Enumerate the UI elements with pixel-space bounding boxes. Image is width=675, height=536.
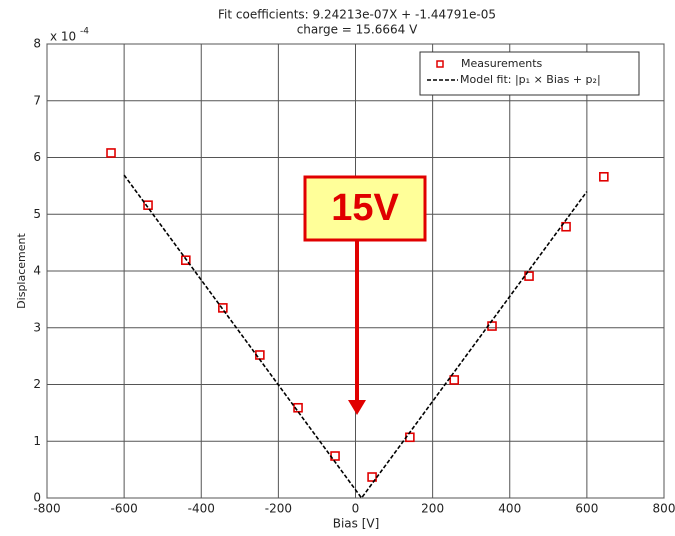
y-tick-label: 2 (33, 377, 41, 391)
measurement-point (106, 148, 116, 158)
y-tick-label: 7 (33, 93, 41, 107)
x-tick-label: 800 (653, 502, 675, 516)
y-tick-label: 3 (33, 320, 41, 334)
y-tick-label: 0 (33, 491, 41, 505)
x-tick-label: 400 (498, 502, 521, 516)
chart-title: Fit coefficients: 9.24213e-07X + -1.4479… (218, 8, 496, 22)
measurement-point (143, 200, 153, 210)
legend (419, 51, 640, 96)
x-tick-label: -800 (33, 502, 60, 516)
measurement-point (218, 303, 228, 313)
annotation-text: 15V (331, 187, 399, 229)
legend-label: Measurements (461, 57, 543, 70)
x-tick-label: 600 (575, 502, 598, 516)
y-tick-label: 5 (33, 207, 41, 221)
x-tick-label: -400 (188, 502, 215, 516)
x-tick-label: 200 (421, 502, 444, 516)
y-tick-label: 1 (33, 434, 41, 448)
legend-label: Model fit: |p₁ × Bias + p₂| (460, 73, 601, 86)
x-tick-label: -200 (265, 502, 292, 516)
chart-subtitle: charge = 15.6664 V (297, 23, 418, 37)
y-tick-label: 4 (33, 264, 41, 278)
legend-marker (436, 60, 444, 68)
x-tick-label: 0 (352, 502, 360, 516)
measurement-point (561, 221, 571, 232)
x-axis-label: Bias [V] (333, 517, 380, 531)
measurement-point (524, 271, 534, 281)
y-multiplier: x 10 (50, 30, 76, 44)
y-axis-label: Displacement (15, 233, 28, 309)
x-tick-label: -600 (111, 502, 138, 516)
model-fit-line (123, 174, 588, 500)
y-multiplier-exponent: -4 (80, 27, 89, 37)
measurement-point (599, 171, 609, 182)
annotation-box (303, 175, 427, 242)
y-tick-label: 6 (33, 150, 41, 164)
y-tick-label: 8 (33, 37, 41, 51)
measurement-point (181, 255, 191, 266)
annotation-arrowhead (348, 400, 366, 415)
measurement-point (449, 375, 460, 385)
measurement-point (293, 402, 303, 413)
